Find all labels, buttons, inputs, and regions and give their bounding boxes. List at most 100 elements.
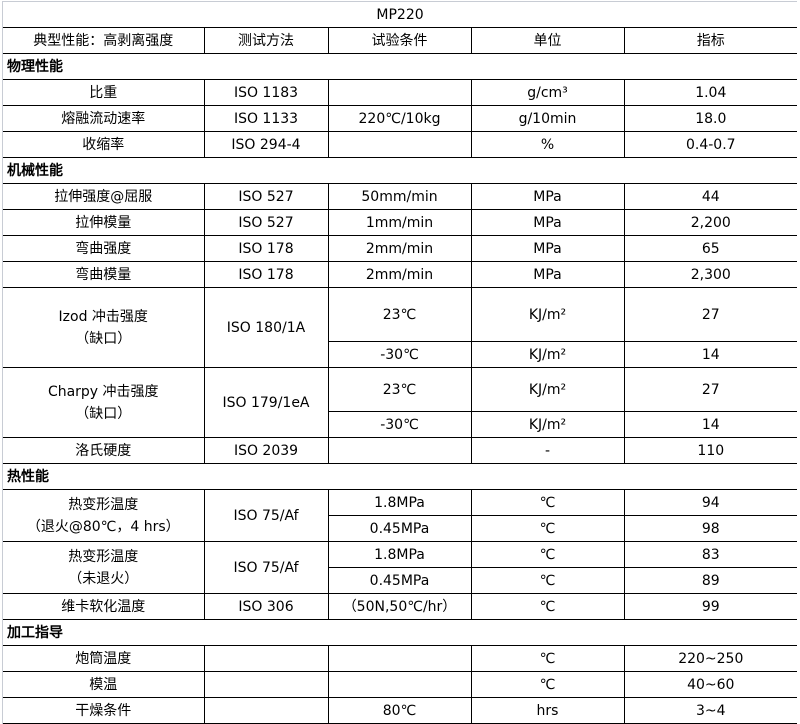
- header-condition: 试验条件: [327, 27, 472, 54]
- property-name: 弯曲模量: [3, 261, 205, 288]
- value: 220~250: [623, 645, 798, 672]
- property-name: 洛氏硬度: [3, 437, 205, 464]
- header-unit: 单位: [470, 27, 625, 54]
- table-title: MP220: [3, 2, 798, 28]
- header-row: 典型性能：高剥离强度 测试方法 试验条件 单位 指标: [3, 27, 798, 54]
- test-condition: 220℃/10kg: [327, 105, 472, 132]
- test-method: ISO 180/1A: [203, 287, 329, 368]
- test-method: [203, 645, 329, 672]
- table-row: -30℃ KJ/m² 14: [3, 341, 798, 368]
- table-row: 热变形温度 （退火@80℃，4 hrs） ISO 75/Af 1.8MPa ℃ 94: [3, 489, 798, 542]
- unit: KJ/m²: [470, 287, 625, 342]
- value: 18.0: [623, 105, 798, 132]
- property-name: Izod 冲击强度 （缺口）: [3, 287, 205, 368]
- value: 110: [623, 437, 798, 464]
- test-condition: 0.45MPa: [328, 567, 472, 594]
- test-method: ISO 527: [203, 183, 329, 210]
- unit: %: [470, 131, 625, 158]
- section-title: 物理性能: [3, 53, 798, 80]
- test-condition: 1.8MPa: [327, 489, 472, 516]
- value: 94: [623, 489, 798, 516]
- value: 89: [623, 567, 798, 594]
- unit: g/10min: [470, 105, 625, 132]
- value: 98: [623, 515, 798, 542]
- property-name: 比重: [3, 79, 205, 106]
- test-condition: [327, 79, 472, 106]
- value: 27: [623, 287, 798, 342]
- table-row: 熔融流动速率 ISO 1133 220℃/10kg g/10min 18.0: [3, 105, 798, 132]
- test-method: ISO 179/1eA: [203, 367, 329, 438]
- property-name: 弯曲强度: [3, 235, 205, 262]
- properties-table: MP220 典型性能：高剥离强度 测试方法 试验条件 单位 指标 物理性能 比重 I…: [3, 2, 798, 724]
- property-name: 收缩率: [3, 131, 205, 158]
- section-title: 加工指导: [3, 619, 798, 646]
- test-condition: -30℃: [328, 411, 472, 438]
- test-method: ISO 527: [203, 209, 329, 236]
- value: 40~60: [623, 671, 798, 698]
- test-condition: （50N,50℃/hr）: [327, 593, 472, 620]
- property-name: 炮筒温度: [3, 645, 205, 672]
- property-name: 熔融流动速率: [3, 105, 205, 132]
- test-condition: 1mm/min: [327, 209, 472, 236]
- unit: ℃: [470, 567, 625, 594]
- test-condition: 2mm/min: [327, 261, 472, 288]
- property-name: 热变形温度 （退火@80℃，4 hrs）: [3, 489, 205, 542]
- test-condition: -30℃: [328, 341, 472, 368]
- section-row: 物理性能: [3, 53, 798, 80]
- table-row: 收缩率 ISO 294-4% 0.4-0.7: [3, 131, 798, 158]
- unit: ℃: [470, 515, 625, 542]
- test-method: [203, 697, 329, 724]
- test-method: ISO 75/Af: [203, 541, 329, 594]
- unit: hrs: [470, 697, 625, 724]
- unit: g/cm³: [470, 79, 625, 106]
- property-name: Charpy 冲击强度 （缺口）: [3, 367, 205, 438]
- property-name: 拉伸强度@屈服: [3, 183, 205, 210]
- table-row: Izod 冲击强度 （缺口） ISO 180/1A 23℃ KJ/m² 27: [3, 287, 798, 368]
- test-method: ISO 178: [203, 235, 329, 262]
- value: 65: [623, 235, 798, 262]
- header-method: 测试方法: [203, 27, 329, 54]
- test-method: [203, 671, 329, 698]
- unit: -: [470, 437, 625, 464]
- unit: ℃: [470, 593, 625, 620]
- test-method: ISO 1133: [203, 105, 329, 132]
- table-row: 弯曲强度 ISO 178 2mm/min MPa 65: [3, 235, 798, 262]
- value: 0.4-0.7: [623, 131, 798, 158]
- unit: ℃: [470, 541, 625, 568]
- test-method: ISO 75/Af: [203, 489, 329, 542]
- table-row: 干燥条件 80℃ hrs 3~4: [3, 697, 798, 724]
- unit: MPa: [470, 261, 625, 288]
- table-row: 洛氏硬度 ISO 2039 -110: [3, 437, 798, 464]
- test-condition: [327, 645, 472, 672]
- value: 14: [623, 411, 798, 438]
- property-name: 拉伸模量: [3, 209, 205, 236]
- property-name: 干燥条件: [3, 697, 205, 724]
- unit: MPa: [470, 209, 625, 236]
- test-condition: [327, 671, 472, 698]
- unit: KJ/m²: [470, 341, 625, 368]
- test-condition: 1.8MPa: [327, 541, 472, 568]
- table-row: 维卡软化温度 ISO 306 （50N,50℃/hr） ℃ 99: [3, 593, 798, 620]
- test-condition: 50mm/min: [327, 183, 472, 210]
- test-condition: 23℃: [327, 367, 472, 412]
- property-name: 维卡软化温度: [3, 593, 205, 620]
- test-method: ISO 178: [203, 261, 329, 288]
- value: 3~4: [623, 697, 798, 724]
- unit: MPa: [470, 235, 625, 262]
- test-method: ISO 2039: [203, 437, 329, 464]
- section-title: 热性能: [3, 463, 798, 490]
- test-condition: [327, 131, 472, 158]
- section-title: 机械性能: [3, 157, 798, 184]
- value: 2,200: [623, 209, 798, 236]
- section-row: 热性能: [3, 463, 798, 490]
- value: 44: [623, 183, 798, 210]
- property-name: 热变形温度 （未退火）: [3, 541, 205, 594]
- table-row: 拉伸模量 ISO 527 1mm/min MPa 2,200: [3, 209, 798, 236]
- unit: KJ/m²: [470, 367, 625, 412]
- test-condition: 0.45MPa: [328, 515, 472, 542]
- value: 99: [623, 593, 798, 620]
- test-condition: 23℃: [327, 287, 472, 342]
- test-method: ISO 306: [203, 593, 329, 620]
- table-row: 拉伸强度@屈服 ISO 527 50mm/min MPa 44: [3, 183, 798, 210]
